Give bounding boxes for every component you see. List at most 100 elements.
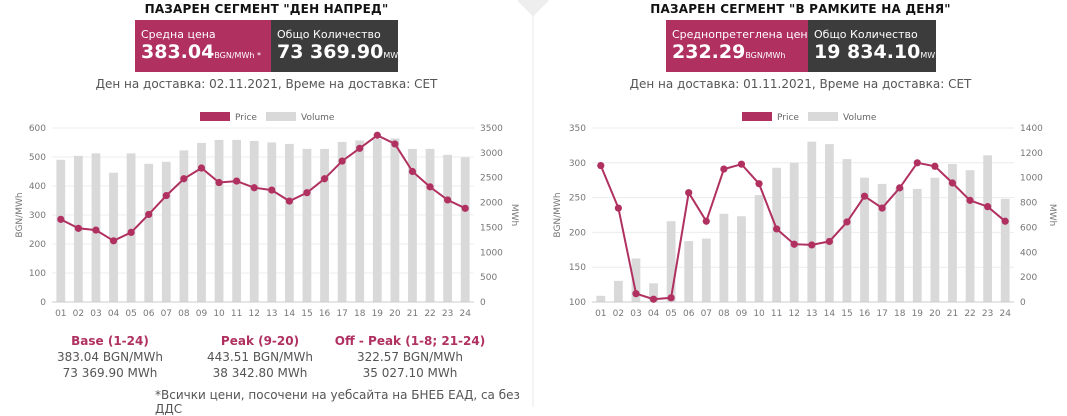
segment-title: ПАЗАРЕН СЕГМЕНТ "В РАМКИТЕ НА ДЕНЯ" xyxy=(650,2,951,16)
volume-bar xyxy=(877,183,887,302)
stat-title: Base (1-24) xyxy=(71,334,149,348)
total-quantity-box: Общо Количество 19 834.10MWh xyxy=(808,20,940,72)
total-quantity-box: Общо Количество 73 369.90MWh xyxy=(271,20,404,72)
y-axis-title: BGN/MWh xyxy=(553,192,563,237)
x-tick-label: 13 xyxy=(266,309,277,319)
volume-bar xyxy=(126,153,136,302)
price-point xyxy=(356,144,364,152)
stat-price: 322.57 BGN/MWh xyxy=(357,350,463,364)
legend-price-swatch xyxy=(200,112,230,121)
y-tick-label: 400 xyxy=(29,182,46,192)
volume-bar xyxy=(613,280,623,302)
price-point xyxy=(444,196,452,204)
price-point xyxy=(825,237,833,246)
y2-tick-label: 800 xyxy=(1020,199,1037,209)
price-point xyxy=(215,178,223,187)
volume-bar xyxy=(249,140,259,302)
x-tick-label: 12 xyxy=(248,309,259,319)
y-tick-label: 600 xyxy=(29,124,46,134)
x-tick-label: 24 xyxy=(999,309,1011,319)
panel-divider xyxy=(532,10,534,407)
volume-bar xyxy=(161,161,171,302)
x-tick-label: 18 xyxy=(894,309,906,319)
volume-bar xyxy=(302,148,312,302)
base-stats: Base (1-24) 383.04 BGN/MWh 73 369.90 MWh xyxy=(35,333,185,381)
volume-bar xyxy=(372,138,382,302)
y2-tick-label: 0 xyxy=(1020,298,1026,308)
volume-bar xyxy=(772,167,782,302)
volume-bar xyxy=(443,154,453,302)
price-point xyxy=(878,204,886,212)
legend-price-swatch xyxy=(742,112,772,121)
x-tick-label: 09 xyxy=(736,309,748,319)
stat-quantity: 38 342.80 MWh xyxy=(212,366,308,380)
price-point xyxy=(250,184,258,192)
volume-bar xyxy=(842,159,852,302)
price-point xyxy=(74,224,82,232)
y2-tick-label: 1000 xyxy=(1020,174,1043,184)
x-tick-label: 01 xyxy=(55,309,66,319)
volume-bar xyxy=(965,170,975,302)
price-point xyxy=(948,179,957,187)
day-ahead-panel: ПАЗАРЕН СЕГМЕНТ "ДЕН НАПРЕД" Средна цена… xyxy=(0,0,533,416)
y-tick-label: 300 xyxy=(29,211,46,221)
y-tick-label: 200 xyxy=(29,240,46,250)
x-tick-label: 10 xyxy=(753,309,765,319)
quantity-label: Общо Количество xyxy=(277,28,381,41)
x-tick-label: 16 xyxy=(859,309,871,319)
legend-volume-swatch xyxy=(808,112,838,121)
y2-tick-label: 0 xyxy=(480,298,486,308)
x-tick-label: 04 xyxy=(108,309,120,319)
intraday-panel: ПАЗАРЕН СЕГМЕНТ "В РАМКИТЕ НА ДЕНЯ" Сред… xyxy=(534,0,1067,407)
price-point xyxy=(233,177,241,185)
price-point xyxy=(461,204,469,212)
y-tick-label: 500 xyxy=(29,153,46,163)
y2-tick-label: 1000 xyxy=(480,248,503,258)
volume-bar xyxy=(983,155,993,302)
volume-bar xyxy=(144,163,154,302)
x-tick-label: 19 xyxy=(912,309,924,319)
stat-price: 443.51 BGN/MWh xyxy=(207,350,313,364)
price-point xyxy=(268,186,276,194)
y2-tick-label: 2000 xyxy=(480,199,503,209)
volume-bar xyxy=(596,295,606,302)
price-point xyxy=(667,294,675,302)
day-ahead-chart: Price Volume 0 100 200 300 400 500 600 0 500 1000 15… xyxy=(15,112,519,319)
x-tick-label: 06 xyxy=(683,309,695,319)
volume-bar xyxy=(789,162,799,302)
price-point xyxy=(338,157,346,165)
price-point xyxy=(755,180,763,188)
y-tick-label: 300 xyxy=(569,159,586,169)
x-tick-label: 08 xyxy=(718,309,730,319)
x-tick-label: 24 xyxy=(459,309,471,319)
price-point xyxy=(737,160,746,168)
x-tick-label: 17 xyxy=(876,309,887,319)
volume-bar xyxy=(754,195,764,302)
x-tick-label: 11 xyxy=(231,309,242,319)
volume-bar xyxy=(1000,198,1010,302)
price-point xyxy=(931,162,939,170)
volume-bar xyxy=(56,159,66,302)
price-point xyxy=(197,164,206,172)
price-point xyxy=(145,210,153,219)
x-tick-label: 12 xyxy=(788,309,799,319)
volume-bar xyxy=(197,142,206,302)
y2-tick-label: 2500 xyxy=(480,174,503,184)
price-point xyxy=(843,218,851,226)
volume-bar xyxy=(320,148,329,302)
y2-tick-label: 500 xyxy=(480,273,497,283)
volume-bar xyxy=(284,143,294,302)
x-tick-label: 07 xyxy=(701,309,712,319)
x-tick-label: 20 xyxy=(389,309,401,319)
price-point xyxy=(180,175,188,183)
quantity-value: 73 369.90MWh xyxy=(277,41,404,63)
x-tick-label: 13 xyxy=(806,309,817,319)
volume-bar xyxy=(895,187,905,302)
volume-bar xyxy=(948,164,957,302)
x-tick-label: 14 xyxy=(824,309,836,319)
price-point xyxy=(720,165,728,173)
x-tick-label: 22 xyxy=(964,309,975,319)
y2-tick-label: 1500 xyxy=(480,223,503,233)
volume-bar xyxy=(824,144,834,302)
price-line xyxy=(60,134,466,242)
